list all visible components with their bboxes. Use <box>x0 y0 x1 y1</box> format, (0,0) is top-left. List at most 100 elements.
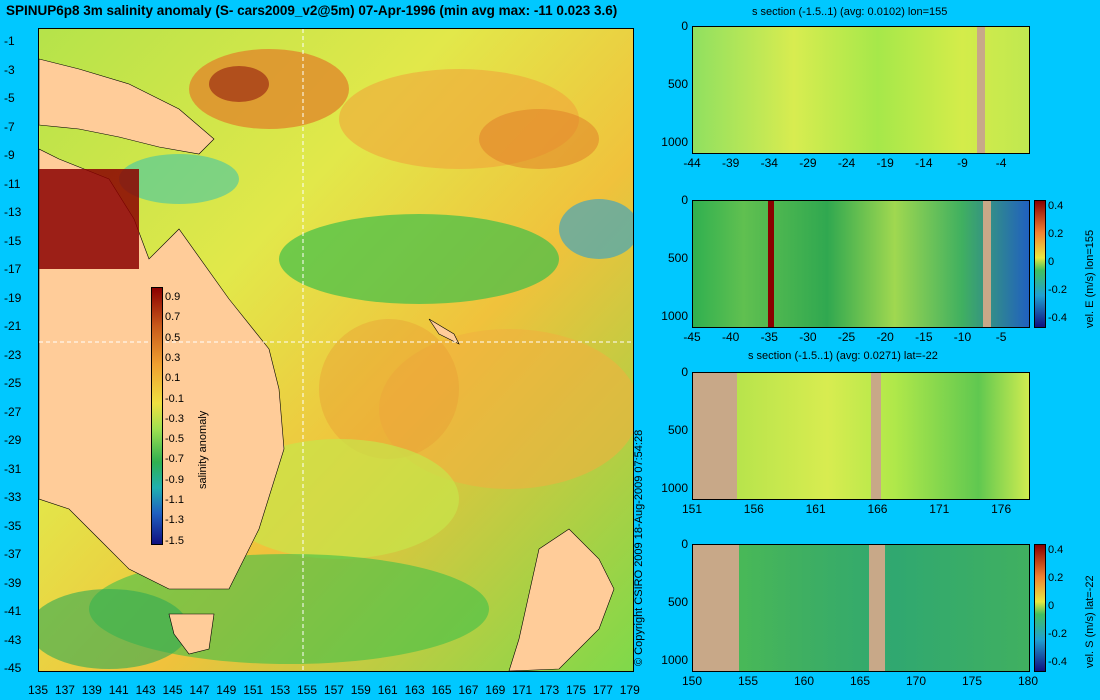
section-x-tick: -9 <box>957 156 968 170</box>
lat-tick: -23 <box>4 347 22 362</box>
map-colorbar-tick: 0.3 <box>165 351 181 364</box>
map-colorbar-tick: -0.5 <box>165 433 184 446</box>
section-y-tick: 0 <box>681 19 688 33</box>
section-y-tick: 0 <box>681 365 688 379</box>
section-x-tick: -25 <box>837 330 856 344</box>
section4-colorbar <box>1034 544 1046 672</box>
section-x-tick: -24 <box>837 156 856 170</box>
lon-tick: 145 <box>162 683 183 697</box>
section-x-tick: 160 <box>793 674 815 688</box>
lon-tick: 137 <box>54 683 75 697</box>
lon-tick: 135 <box>28 683 49 697</box>
map-colorbar-tick: -0.1 <box>165 392 184 405</box>
section1-land <box>977 27 985 153</box>
map-colorbar-tick: -0.3 <box>165 412 184 425</box>
lon-tick: 149 <box>216 683 237 697</box>
section-x-tick: 156 <box>743 502 764 516</box>
section-y-tick: 0 <box>681 537 688 551</box>
section-y-tick: 500 <box>667 77 688 91</box>
section1-plot[interactable] <box>692 26 1030 154</box>
section2-colorbar <box>1034 200 1046 328</box>
section-x-tick: 161 <box>805 502 826 516</box>
section-x-tick: -44 <box>683 156 701 170</box>
section3-plot[interactable] <box>692 372 1030 500</box>
lon-tick: 169 <box>485 683 506 697</box>
section-x-tick: -19 <box>876 156 894 170</box>
lat-tick: -25 <box>4 376 22 390</box>
section-x-tick: -15 <box>915 330 933 344</box>
section1-title: s section (-1.5..1) (avg: 0.0102) lon=15… <box>752 6 948 18</box>
section-x-tick: 151 <box>681 502 703 516</box>
section-x-tick: 176 <box>991 502 1012 516</box>
section4-plot[interactable] <box>692 544 1030 672</box>
map-colorbar-tick: 0.9 <box>165 291 181 303</box>
lat-tick: -7 <box>4 119 15 134</box>
section-x-tick: 180 <box>1017 674 1039 688</box>
section-x-tick: 170 <box>905 674 927 688</box>
lon-tick: 153 <box>270 683 291 697</box>
tasmania-land <box>168 613 215 655</box>
section3-title: s section (-1.5..1) (avg: 0.0271) lat=-2… <box>748 350 938 362</box>
section-x-tick: -45 <box>683 330 701 344</box>
gulf-carpentaria-anomaly <box>39 169 139 269</box>
section-y-tick: 1000 <box>661 653 688 667</box>
section-colorbar-tick: 0.4 <box>1048 544 1064 556</box>
salinity-map[interactable]: 0.9 0.7 0.5 0.3 0.1 -0.1 -0.3 -0.5 -0.7 -0.9 -1.1 -… <box>38 28 634 672</box>
section-y-tick: 1000 <box>661 481 688 495</box>
copyright-label: © Copyright CSIRO 2009 18-Aug-2009 07:54… <box>633 429 645 666</box>
section-colorbar-tick: 0.2 <box>1048 572 1064 584</box>
lon-tick: 147 <box>189 683 210 697</box>
section-x-tick: 175 <box>961 674 983 688</box>
lat-tick: -9 <box>4 148 15 162</box>
section-colorbar-tick: -0.4 <box>1048 312 1067 324</box>
section-y-tick: 500 <box>667 423 688 437</box>
section-y-tick: 1000 <box>661 309 688 323</box>
section-y-tick: 1000 <box>661 135 688 149</box>
section2-jet <box>768 201 774 327</box>
map-colorbar <box>151 287 163 545</box>
lon-tick: 159 <box>350 683 371 697</box>
section-x-tick: -14 <box>915 156 933 170</box>
section2-land <box>983 201 991 327</box>
map-colorbar-tick: -1.5 <box>165 534 184 547</box>
section-colorbar-tick: -0.2 <box>1048 628 1067 640</box>
salinity-field <box>39 49 633 669</box>
lon-tick: 167 <box>458 683 479 697</box>
lon-tick: 179 <box>619 683 640 697</box>
lon-tick: 171 <box>512 683 533 697</box>
section-x-tick: 150 <box>681 674 703 688</box>
section2-plot[interactable] <box>692 200 1030 328</box>
lon-tick: 151 <box>243 683 264 697</box>
lat-tick: -15 <box>4 233 22 248</box>
new-guinea-land <box>39 58 215 155</box>
lat-tick: -45 <box>4 661 22 675</box>
section-x-tick: -4 <box>995 156 1007 170</box>
section-x-tick: -29 <box>799 156 817 170</box>
lat-tick: -29 <box>4 433 22 447</box>
section-colorbar-tick: 0 <box>1048 256 1055 268</box>
lat-tick: -39 <box>4 575 22 590</box>
section-x-tick: -5 <box>995 330 1007 344</box>
lat-tick: -11 <box>4 176 21 191</box>
section4-colorbar-label: vel. S (m/s) lat=-22 <box>1084 575 1096 668</box>
section-x-tick: -39 <box>721 156 740 170</box>
lat-tick: -35 <box>4 518 22 533</box>
map-colorbar-tick: -0.9 <box>165 473 184 486</box>
map-colorbar-tick: 0.7 <box>165 311 181 324</box>
section-y-tick: 0 <box>681 193 688 207</box>
section-x-tick: -40 <box>721 330 740 344</box>
section4-land-mid <box>869 545 885 671</box>
lon-tick: 165 <box>431 683 452 697</box>
section-colorbar-tick: -0.2 <box>1048 284 1067 296</box>
section-x-tick: -34 <box>760 156 778 170</box>
map-colorbar-tick: -0.7 <box>165 453 184 466</box>
page-title: SPINUP6p8 3m salinity anomaly (S- cars20… <box>6 3 618 18</box>
lat-tick: -13 <box>4 205 22 219</box>
lon-tick: 141 <box>108 683 129 697</box>
map-colorbar-label: salinity anomaly <box>197 410 209 489</box>
lat-tick: -43 <box>4 632 22 647</box>
section-x-tick: 155 <box>737 674 759 688</box>
section-colorbar-tick: -0.4 <box>1048 656 1067 668</box>
section3-land-mid <box>871 373 881 499</box>
lat-tick: -3 <box>4 62 15 77</box>
